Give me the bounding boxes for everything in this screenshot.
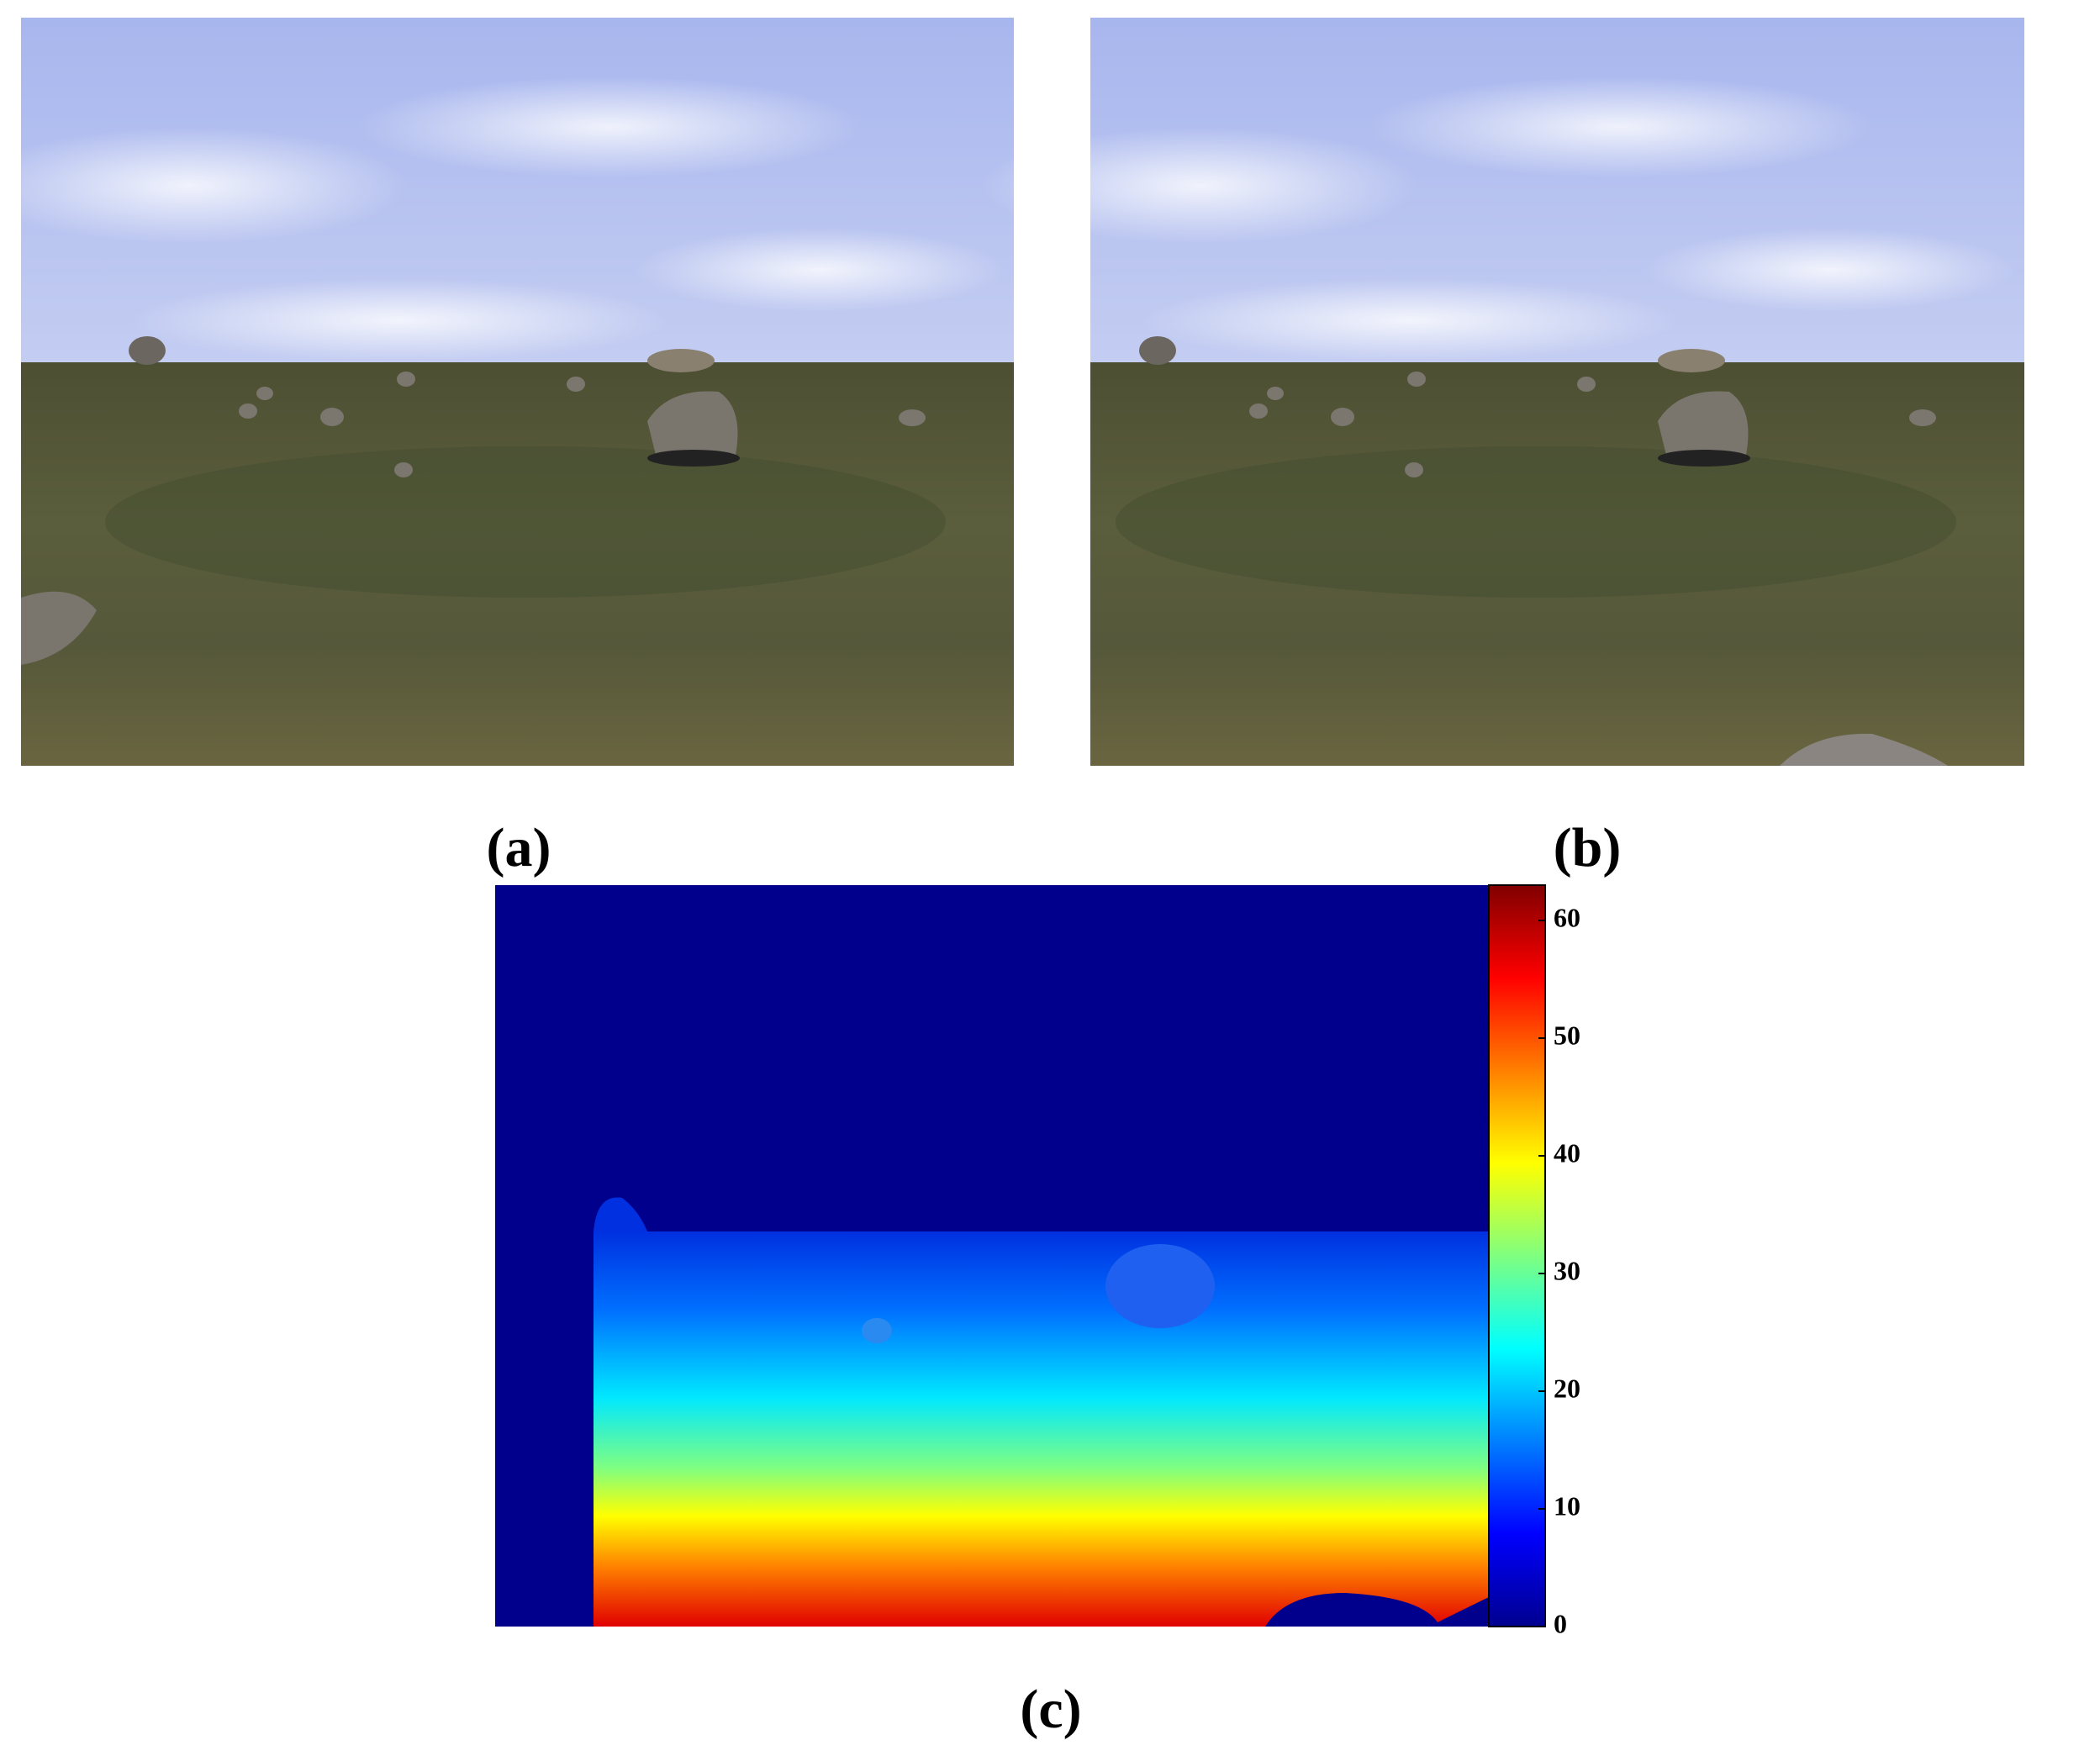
colorbar: [1488, 884, 1546, 1627]
panel-label: (b): [1554, 817, 1622, 878]
colorbar-tick-label: 40: [1554, 1137, 1580, 1168]
colorbar-tick-label: 20: [1554, 1373, 1580, 1403]
depth-map: [495, 885, 1489, 1627]
colorbar-tick-label: 0: [1554, 1608, 1567, 1638]
panel-label: (c): [1020, 1679, 1081, 1740]
panel-b-image: [981, 18, 2024, 766]
panel-label: (a): [487, 817, 551, 878]
colorbar-tick-label: 50: [1554, 1020, 1580, 1050]
colorbar-tick-label: 30: [1554, 1255, 1580, 1285]
gap: [1014, 0, 1090, 799]
colorbar-tick-label: 60: [1554, 902, 1580, 932]
colorbar-tick-label: 10: [1554, 1490, 1580, 1521]
panel-a-image: [0, 18, 1014, 766]
